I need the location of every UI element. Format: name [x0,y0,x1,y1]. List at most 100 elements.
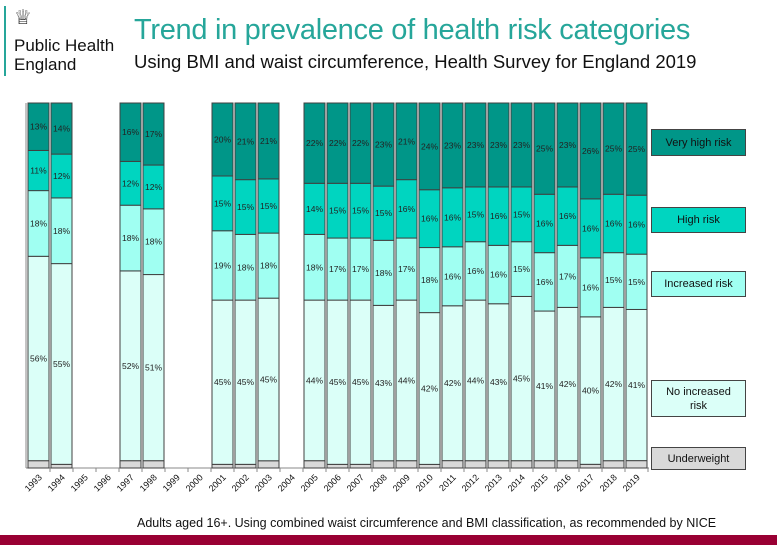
bar-segment-underweight [142,460,165,469]
data-label: 18% [53,226,70,236]
data-label: 23% [513,140,530,150]
bar-segment-underweight [579,463,602,469]
bar-segment-very-high-risk [50,102,73,155]
royal-crest-icon: ♕ [14,7,32,29]
x-tick-label: 2005 [299,472,320,493]
bar-segment-underweight [257,460,280,469]
data-label: 17% [352,264,369,274]
data-label: 18% [421,275,438,285]
data-label: 45% [329,377,346,387]
data-label: 15% [375,208,392,218]
data-label: 55% [53,359,70,369]
x-tick-label: 2007 [345,472,366,493]
data-label: 18% [145,237,162,247]
data-label: 25% [536,144,553,154]
data-label: 16% [444,212,461,222]
x-tick-label: 2006 [322,472,343,493]
logo-text: Public Health England [14,36,114,74]
bar-segment-underweight [625,460,648,469]
data-label: 16% [421,214,438,224]
data-label: 45% [260,374,277,384]
data-label: 14% [53,124,70,134]
bar-segment-very-high-risk [349,102,372,184]
data-label: 17% [145,129,162,139]
chart-subtitle: Using BMI and waist circumference, Healt… [134,51,697,72]
data-label: 52% [122,361,139,371]
data-label: 15% [352,206,369,216]
data-label: 19% [214,260,231,270]
bar-segment-very-high-risk [487,102,510,188]
chart-title: Trend in prevalence of health risk categ… [134,14,691,46]
data-label: 12% [145,182,162,192]
x-tick-label: 2010 [414,472,435,493]
data-label: 23% [467,140,484,150]
data-label: 15% [237,202,254,212]
bar-segment-underweight [510,460,533,469]
data-label: 25% [605,144,622,154]
legend-item-very-high-risk: Very high risk [651,129,746,156]
data-label: 17% [559,271,576,281]
data-label: 23% [559,140,576,150]
data-label: 45% [513,374,530,384]
data-label: 40% [582,386,599,396]
data-label: 15% [260,201,277,211]
bar-segment-underweight [441,460,464,469]
data-label: 41% [536,381,553,391]
bar-segment-underweight [349,463,372,469]
bar-segment-very-high-risk [372,102,395,187]
data-label: 16% [122,127,139,137]
data-label: 11% [30,166,47,176]
data-label: 56% [30,354,47,364]
footer-bar [0,535,777,545]
data-label: 45% [237,377,254,387]
data-label: 16% [582,223,599,233]
bar-segment-underweight [303,460,326,469]
bar-segment-underweight [602,460,625,469]
x-tick-label: 1995 [69,472,90,493]
x-tick-label: 2019 [621,472,642,493]
bar-segment-very-high-risk [326,102,349,184]
data-label: 43% [375,378,392,388]
data-label: 16% [605,218,622,228]
data-label: 22% [306,138,323,148]
x-tick-label: 2002 [230,472,251,493]
x-tick-label: 2018 [598,472,619,493]
x-tick-label: 1993 [23,472,44,493]
legend-item-increased-risk: Increased risk [651,271,746,297]
bar-segment-underweight [556,460,579,469]
bar-segment-underweight [211,463,234,469]
data-label: 41% [628,380,645,390]
phe-logo: ♕ Public Health England [4,6,130,76]
logo-line-2: England [14,55,77,74]
data-label: 21% [237,136,254,146]
data-label: 15% [513,209,530,219]
data-label: 16% [398,204,415,214]
data-label: 18% [122,233,139,243]
bar-segment-very-high-risk [234,102,257,181]
data-label: 15% [605,275,622,285]
data-label: 15% [513,264,530,274]
bar-segment-very-high-risk [27,102,50,151]
data-label: 42% [421,383,438,393]
logo-line-1: Public Health [14,36,115,55]
data-label: 16% [490,211,507,221]
data-label: 23% [444,140,461,150]
data-label: 16% [582,282,599,292]
data-label: 13% [30,122,47,132]
data-label: 16% [536,218,553,228]
data-label: 16% [628,220,645,230]
x-tick-label: 2012 [460,472,481,493]
bar-segment-underweight [395,460,418,469]
data-label: 15% [467,209,484,219]
bar-segment-very-high-risk [510,102,533,188]
data-label: 22% [329,138,346,148]
bar-segment-very-high-risk [579,102,602,200]
x-tick-label: 2011 [437,472,458,493]
legend-item-high-risk: High risk [651,207,746,233]
x-tick-label: 2015 [529,472,550,493]
data-label: 23% [490,140,507,150]
data-label: 18% [375,268,392,278]
x-tick-label: 2003 [253,472,274,493]
legend-item-underweight: Underweight [651,447,746,470]
